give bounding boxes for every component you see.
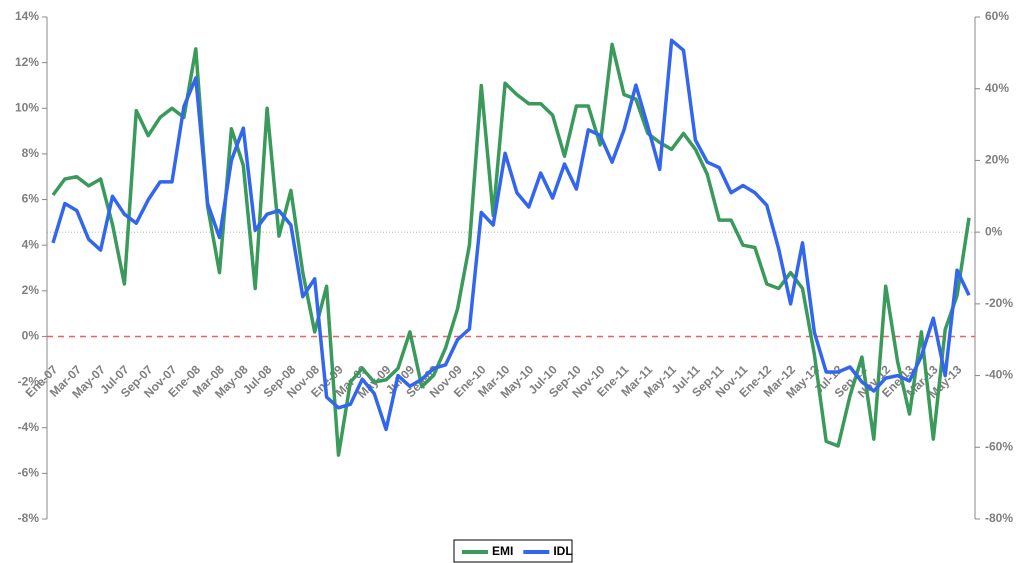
series-line [51, 38, 971, 432]
y2-tick-label: 0% [985, 224, 1003, 238]
y-tick-label: -2% [18, 374, 40, 388]
y2-tick-label: -20% [985, 296, 1013, 310]
y2-tick-label: -80% [985, 511, 1013, 525]
y-tick-label: -8% [18, 511, 40, 525]
y2-tick-label: -40% [985, 368, 1013, 382]
y-tick-label: -4% [18, 420, 40, 434]
y-tick-label: 10% [15, 100, 39, 114]
y-tick-label: 4% [22, 237, 40, 251]
y2-tick-label: 60% [985, 9, 1009, 23]
legend-label: EMI [492, 544, 513, 558]
y-tick-label: 2% [22, 283, 40, 297]
y-tick-label: 8% [22, 146, 40, 160]
legend-label: IDL [553, 544, 572, 558]
legend: EMI IDL [453, 539, 573, 563]
y2-tick-label: -60% [985, 439, 1013, 453]
y-tick-label: 12% [15, 55, 39, 69]
y2-tick-label: 40% [985, 81, 1009, 95]
y2-tick-label: 20% [985, 153, 1009, 167]
y-tick-label: 0% [22, 329, 40, 343]
legend-box [453, 539, 573, 563]
y-tick-label: 6% [22, 192, 40, 206]
y-tick-label: 14% [15, 9, 39, 23]
y-tick-label: -6% [18, 466, 40, 480]
